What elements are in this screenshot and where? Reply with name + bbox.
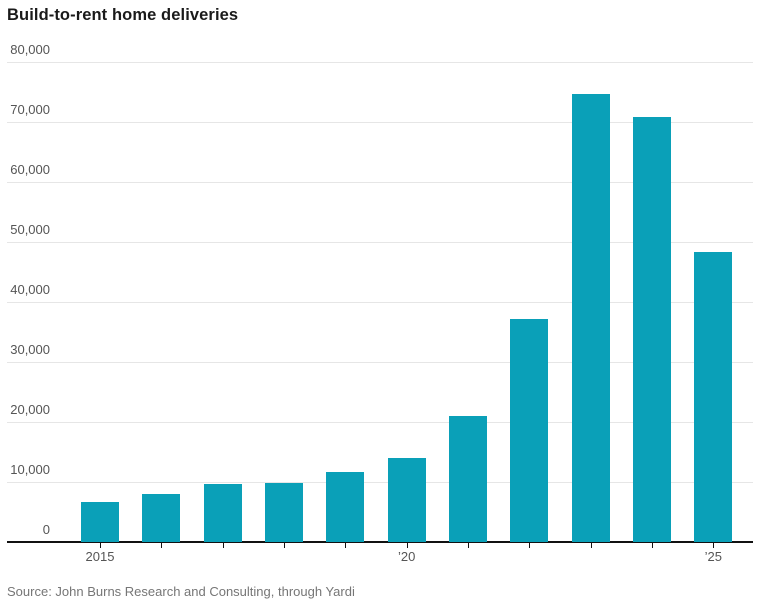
x-axis-tick-label: 2015 [85, 549, 115, 564]
x-axis-tick [713, 543, 715, 548]
y-axis-tick-label: 10,000 [10, 462, 50, 477]
bar-2015 [81, 502, 119, 542]
x-axis-tick [345, 543, 347, 548]
y-axis-tick-label: 50,000 [10, 222, 50, 237]
x-axis-tick [651, 543, 653, 548]
bar-2019 [326, 472, 365, 542]
x-axis-tick [283, 543, 285, 548]
gridline [7, 422, 753, 423]
gridline [7, 62, 753, 63]
gridline [7, 302, 753, 303]
bar-2020 [387, 458, 426, 542]
x-axis-tick [161, 543, 163, 548]
x-axis-line [7, 541, 753, 543]
gridline [7, 362, 753, 363]
y-axis-tick-label: 20,000 [10, 402, 50, 417]
bar-2025 [694, 252, 733, 542]
bar-2018 [264, 483, 303, 542]
x-axis-tick-label: ’20 [397, 549, 416, 564]
gridline [7, 122, 753, 123]
y-axis-tick-label: 60,000 [10, 162, 50, 177]
x-axis-tick [406, 543, 408, 548]
x-axis-tick [590, 543, 592, 548]
bar-2016 [142, 494, 181, 542]
y-axis-tick-label: 40,000 [10, 282, 50, 297]
y-axis-tick-label: 0 [42, 522, 50, 537]
plot-area: 80,000 70,000 60,000 50,000 40,000 30,000 20,0… [7, 42, 753, 564]
x-axis-tick [222, 543, 224, 548]
gridline [7, 242, 753, 243]
gridline [7, 482, 753, 483]
source-note: Source: John Burns Research and Consulti… [7, 584, 355, 599]
bar-2023 [571, 94, 610, 542]
x-axis-tick [529, 543, 531, 548]
bar-2022 [510, 319, 549, 542]
bar-2017 [203, 484, 242, 542]
y-axis-tick-label: 30,000 [10, 342, 50, 357]
bar-2021 [448, 416, 487, 542]
gridline [7, 182, 753, 183]
y-axis-tick-label: 70,000 [10, 102, 50, 117]
chart-title: Build-to-rent home deliveries [7, 6, 239, 24]
x-axis-tick [100, 543, 101, 548]
y-axis-tick-label: 80,000 [10, 42, 50, 57]
x-axis-tick [467, 543, 469, 548]
bar-2024 [632, 117, 671, 542]
x-axis-tick-label: ’25 [704, 549, 722, 564]
